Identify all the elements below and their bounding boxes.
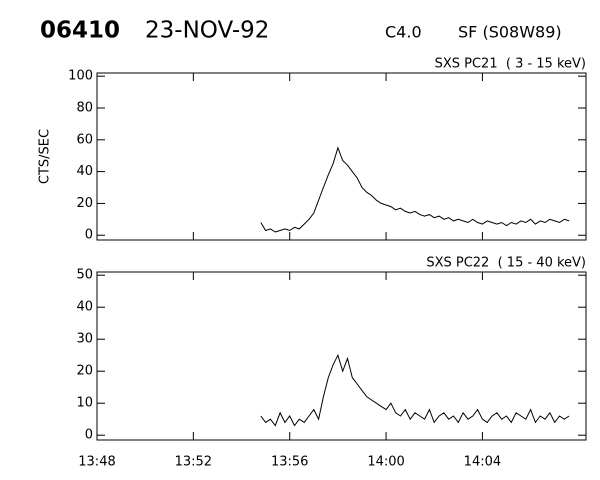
plot-frame (96, 271, 587, 441)
y-tick-label: 40 (76, 300, 93, 315)
panel-title: SXS PC22 ( 15 - 40 keV) (426, 256, 586, 271)
x-tick-label: 13:56 (271, 455, 308, 470)
y-tick-label: 50 (76, 268, 93, 283)
y-tick-label: 40 (76, 164, 93, 179)
y-tick-label: 30 (76, 332, 93, 347)
data-line (260, 353, 570, 427)
panel-title: SXS PC21 ( 3 - 15 keV) (435, 57, 586, 72)
y-tick-label: 0 (85, 228, 93, 243)
x-tick-label: 14:00 (367, 455, 404, 470)
y-axis-label: CTS/SEC (38, 129, 53, 184)
y-tick-label: 10 (76, 396, 93, 411)
y-tick-label: 80 (76, 100, 93, 115)
flare-location: SF (S08W89) (458, 23, 562, 42)
x-tick-label: 13:52 (175, 455, 212, 470)
y-tick-label: 100 (68, 69, 93, 84)
event-number: 06410 (40, 18, 120, 44)
event-date: 23-NOV-92 (145, 18, 269, 44)
y-tick-label: 20 (76, 196, 93, 211)
x-tick-label: 14:04 (464, 455, 501, 470)
data-line (260, 146, 570, 233)
y-tick-label: 20 (76, 364, 93, 379)
goes-class: C4.0 (385, 23, 422, 42)
y-tick-label: 60 (76, 132, 93, 147)
y-tick-label: 0 (85, 428, 93, 443)
plot-frame (96, 72, 587, 241)
x-tick-label: 13:48 (78, 455, 115, 470)
